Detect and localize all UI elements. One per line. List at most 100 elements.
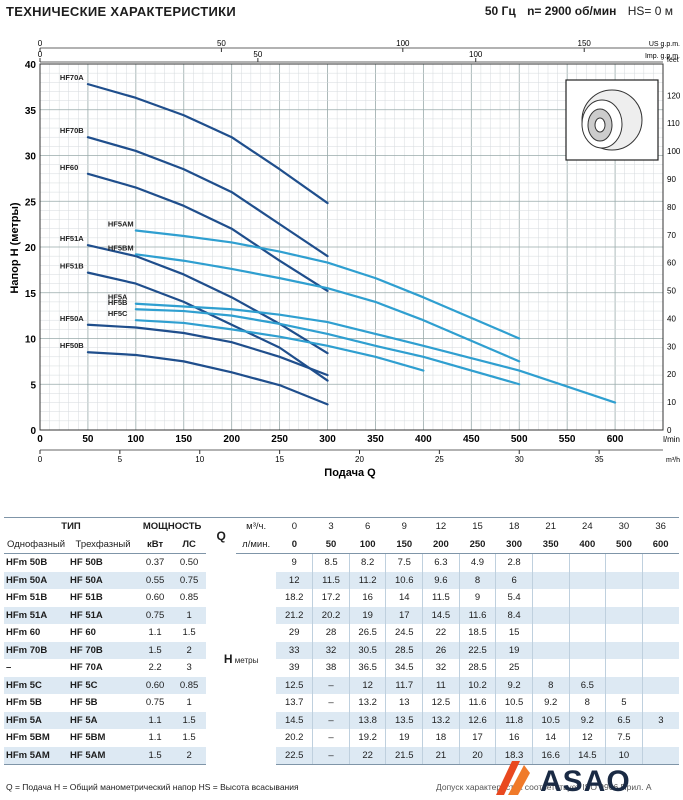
head-value: 22.5	[458, 641, 496, 659]
kw-header: кВт	[138, 535, 173, 554]
head-value	[531, 589, 570, 607]
head-value	[641, 676, 679, 694]
head-value: 16	[495, 729, 533, 747]
feet-tick-label: 40	[667, 314, 676, 323]
model-three-phase: HF 51A	[68, 606, 139, 624]
model-three-phase: HF 70A	[70, 662, 103, 674]
head-value: 14.5	[568, 746, 606, 765]
head-value: 8	[458, 571, 496, 589]
head-value: 10	[605, 746, 643, 765]
head-value: 12.5	[422, 694, 460, 712]
head-value: 38	[312, 659, 350, 677]
head-value: 9	[458, 589, 496, 607]
power-kw: 0.60	[145, 592, 165, 604]
head-value: –	[312, 729, 350, 747]
power-hp: 2	[172, 641, 207, 659]
head-value: 21	[422, 746, 460, 765]
model-single-phase: HFm 51B	[6, 592, 48, 604]
head-value	[641, 659, 679, 677]
series-line-hf50b	[86, 351, 329, 406]
x-tick-label: 600	[607, 434, 624, 445]
model-single-phase: HFm 60	[6, 627, 41, 639]
series-label-hf5b: HF5B	[108, 298, 128, 307]
head-value: 20.2	[312, 606, 350, 624]
imp-tick-label: 50	[253, 50, 262, 59]
q-m3-value: 18	[495, 517, 533, 536]
q-lmin-value: 600	[642, 535, 679, 554]
svg-text:ASAO: ASAO	[540, 765, 631, 798]
single-phase-header: Однофазный	[4, 535, 69, 554]
model-single-phase: HFm 5A	[4, 711, 69, 729]
head-value	[641, 624, 679, 642]
head-value: 20	[458, 746, 496, 765]
head-value: 22.5	[276, 746, 313, 765]
table-header-row: Однофазный Трехфазный кВт ЛС л/мин. 0 50 100 150…	[4, 535, 679, 554]
head-value	[641, 606, 679, 624]
x-tick-label: 500	[511, 434, 528, 445]
feet-tick-label: 70	[667, 231, 676, 240]
series-line-hf5am	[134, 229, 521, 340]
head-value	[568, 606, 606, 624]
model-three-phase: HF 5AM	[68, 746, 139, 765]
head-value: 2.8	[495, 553, 533, 572]
series-line-hf5a	[134, 302, 617, 404]
conditions: 50 Гц n= 2900 об/мин HS= 0 м	[477, 4, 673, 18]
table-row: HFm 50A HF 50A 0.55 0.75 12 11.5 11.2 10.6 9.6 8 6	[4, 571, 679, 589]
head-value: 34.5	[385, 659, 423, 677]
series-label-hf5c: HF5C	[108, 309, 128, 318]
power-kw: 1.5	[138, 746, 173, 765]
head-value	[605, 641, 643, 659]
x-tick-label: 400	[415, 434, 432, 445]
head-value: 7.5	[385, 553, 423, 572]
m3-tick-label: 20	[355, 455, 364, 464]
table-row: HFm 70B HF 70B 1.5 2 33 32 30.5 28.5 26 22.5 19	[4, 641, 679, 659]
series-line-hf5bm	[134, 253, 521, 363]
m3-unit-header: м³/ч.	[236, 517, 277, 536]
head-value: 6.3	[422, 553, 460, 572]
power-hp: 1	[172, 606, 207, 624]
head-value: 14	[385, 589, 423, 607]
head-value	[531, 606, 570, 624]
head-value	[568, 571, 606, 589]
page-title: ТЕХНИЧЕСКИЕ ХАРАКТЕРИСТИКИ	[6, 4, 237, 19]
table-row: HFm 51A HF 51A 0.75 1 21.2 20.2 19 17 14.5 11.6 8.…	[4, 606, 679, 624]
head-value: 14	[531, 729, 570, 747]
head-value: 6	[495, 571, 533, 589]
head-value: 12	[276, 571, 313, 589]
head-value	[605, 624, 643, 642]
m3-tick-label: 5	[118, 455, 123, 464]
y-axis-label: Напор H (метры)	[9, 202, 21, 293]
model-three-phase: HF 50A	[68, 571, 139, 589]
q-lmin-value: 0	[276, 535, 313, 554]
table-row: HFm 5AM HF 5AM 1.5 2 22.5–22 21.5 21 20 18.3 16.6…	[4, 746, 679, 765]
head-value	[568, 553, 606, 572]
head-value: 9.2	[531, 694, 570, 712]
head-value	[605, 589, 643, 607]
table-row: HFm 60 HF 60 1.1 1.5 29 28 26.5 24.5 22 18.5 15	[4, 624, 679, 642]
q-m3-value: 24	[569, 517, 606, 536]
x-tick-label: 350	[367, 434, 384, 445]
head-value: 32	[312, 641, 350, 659]
table-row: HFm 5B HF 5B 0.75 1 13.7–13.2 13 12.5 11.6 10.5 9…	[4, 694, 679, 712]
head-value: 10.5	[531, 711, 570, 729]
head-value: 11.8	[495, 711, 533, 729]
head-value: 26	[422, 641, 460, 659]
imp-tick-label: 0	[38, 50, 43, 59]
head-value: 28	[312, 624, 350, 642]
series-line-hf70a	[86, 83, 329, 205]
head-value: 19	[495, 641, 533, 659]
series-label-hf50b: HF50B	[60, 341, 84, 350]
suction-height: HS= 0 м	[627, 4, 673, 18]
power-hp: 2	[172, 746, 207, 765]
head-value	[641, 641, 679, 659]
power-kw: 1.1	[148, 627, 162, 639]
us-tick-label: 100	[396, 39, 410, 48]
q-m3-value: 15	[459, 517, 496, 536]
head-value	[568, 641, 606, 659]
model-single-phase: –	[6, 662, 12, 674]
series-label-hf70b: HF70B	[60, 126, 84, 135]
series-label-hf60: HF60	[60, 163, 78, 172]
head-value: 8.4	[495, 606, 533, 624]
power-header: МОЩНОСТЬ	[138, 517, 207, 536]
